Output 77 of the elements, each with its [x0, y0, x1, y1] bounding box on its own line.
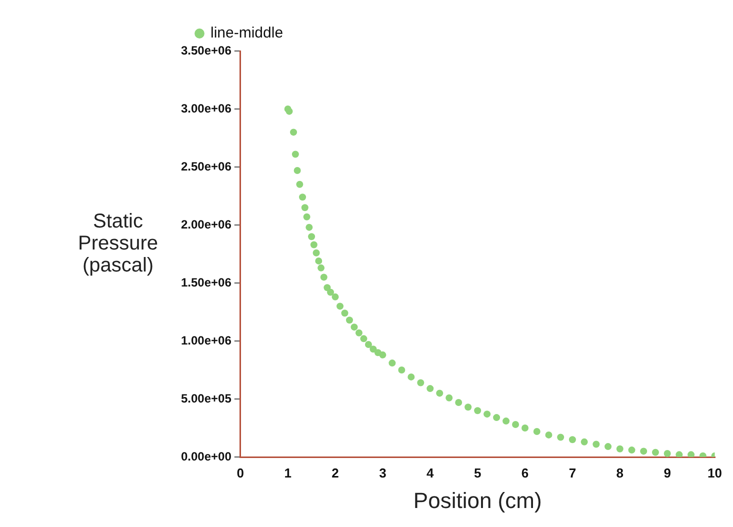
point — [676, 451, 683, 457]
y-tick-label: 1.50e+06 — [180, 275, 232, 290]
x-axis-title: Position (cm) — [413, 488, 542, 513]
point — [303, 213, 310, 220]
point — [290, 128, 298, 136]
point — [350, 324, 358, 331]
point — [522, 424, 529, 432]
point — [320, 274, 328, 281]
point — [652, 448, 659, 456]
point — [370, 346, 377, 353]
point — [360, 335, 368, 342]
y-tick-label: 3.00e+06 — [180, 101, 232, 116]
x-tick-label: 5 — [474, 465, 482, 480]
point — [493, 414, 500, 422]
point — [315, 257, 322, 264]
point — [446, 394, 453, 402]
x-tick-label: 7 — [568, 465, 576, 480]
point — [310, 241, 318, 248]
x-tick-label: 8 — [616, 465, 624, 480]
point — [568, 436, 576, 444]
point — [557, 434, 564, 441]
x-tick-label: 3 — [379, 465, 386, 480]
point — [312, 249, 320, 256]
point — [318, 264, 325, 272]
y-tick-label: 0.00e+00 — [180, 449, 232, 464]
point — [388, 360, 396, 367]
point — [592, 440, 600, 448]
point — [426, 385, 434, 392]
point — [580, 438, 588, 446]
point — [346, 316, 353, 324]
y-axis-title: Static Pressure (pascal) — [78, 210, 158, 277]
point — [379, 351, 386, 358]
point — [398, 366, 406, 374]
x-tick-label: 0 — [236, 465, 244, 480]
point — [604, 443, 612, 450]
point — [364, 340, 372, 348]
point — [502, 418, 510, 425]
x-tick-label: 10 — [708, 465, 722, 480]
y-tick-label: 5.00e+05 — [180, 391, 232, 406]
point — [294, 166, 301, 174]
point — [533, 428, 540, 435]
legend-label: line-middle — [210, 24, 284, 42]
x-tick-label: 6 — [521, 465, 529, 480]
y-tick-label: 2.00e+06 — [180, 217, 232, 232]
x-tick-label: 9 — [664, 465, 671, 480]
point — [417, 379, 424, 386]
point — [688, 451, 695, 457]
point — [301, 204, 308, 212]
point — [292, 150, 299, 158]
point — [306, 224, 313, 231]
point — [512, 421, 520, 428]
x-tick-label: 1 — [284, 465, 292, 480]
point — [436, 390, 444, 397]
x-tick-label: 2 — [332, 465, 339, 480]
point — [464, 404, 472, 411]
point — [341, 310, 348, 317]
point — [308, 233, 316, 240]
y-tick-label: 1.00e+06 — [180, 333, 232, 348]
point — [355, 329, 362, 336]
point — [640, 448, 648, 455]
point — [628, 446, 636, 454]
point — [332, 293, 339, 300]
point — [296, 180, 304, 188]
y-tick-label: 2.50e+06 — [180, 159, 232, 174]
point — [299, 194, 306, 201]
point — [455, 398, 462, 406]
point — [336, 302, 344, 310]
point — [286, 108, 293, 115]
point — [616, 445, 624, 452]
point — [484, 410, 491, 418]
point — [664, 450, 671, 457]
y-tick-label: 3.50e+06 — [180, 43, 232, 58]
x-tick-label: 4 — [426, 465, 435, 480]
point — [474, 407, 482, 414]
point — [545, 431, 552, 438]
point — [408, 373, 415, 380]
point — [327, 288, 334, 296]
